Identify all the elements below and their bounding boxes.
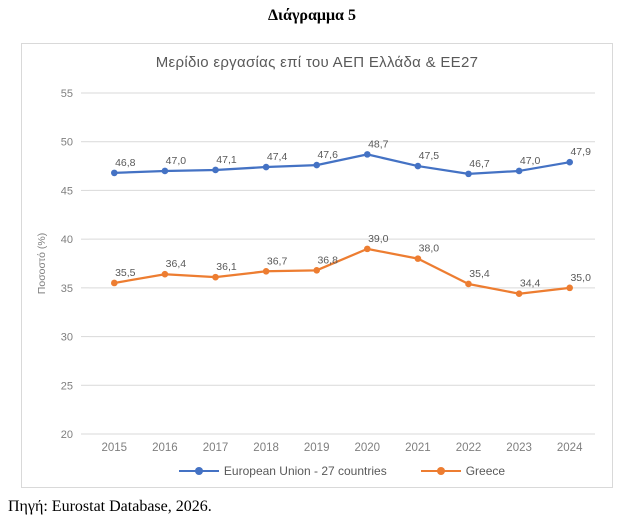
data-label: 35,5	[115, 267, 136, 279]
data-point	[161, 270, 169, 278]
line-chart: 20 25 30 35 40 45 50 55 2015 2016 2017 2018 2019 2020…	[36, 88, 595, 454]
data-label: 47,6	[317, 149, 338, 161]
data-label: 35,0	[570, 272, 591, 284]
x-tick-label: 2016	[152, 442, 178, 454]
data-point	[364, 245, 371, 253]
legend-label: Greece	[465, 464, 506, 478]
data-label: 47,4	[267, 151, 288, 163]
data-point	[515, 290, 523, 298]
chart-legend: European Union - 27 countries Greece	[72, 464, 612, 478]
data-label: 47,9	[570, 146, 591, 158]
x-tick-label: 2021	[405, 442, 431, 454]
x-tick-label: 2017	[203, 442, 229, 454]
data-point	[212, 166, 219, 174]
data-point	[465, 170, 472, 178]
y-tick-label: 45	[61, 185, 73, 197]
x-tick-label: 2020	[355, 442, 381, 454]
y-tick-label: 40	[61, 234, 73, 246]
data-label: 38,0	[419, 243, 440, 255]
legend-marker-icon	[178, 467, 219, 475]
data-point	[262, 267, 270, 275]
data-point	[515, 167, 523, 175]
x-tick-label: 2023	[506, 442, 532, 454]
y-axis-title: Ποσοστό (%)	[36, 233, 48, 294]
data-point	[262, 163, 270, 171]
data-label: 48,7	[368, 138, 389, 150]
series-greece: 35,5 36,4 36,1 36,7 36,8 39,0 38,0 35,4 34,4 35,0	[111, 233, 591, 298]
data-label: 47,1	[216, 154, 237, 166]
y-tick-label: 20	[61, 429, 73, 441]
data-point	[566, 158, 573, 166]
data-point	[465, 280, 472, 288]
data-label: 46,7	[469, 158, 490, 170]
data-point	[111, 279, 118, 287]
x-tick-label: 2018	[253, 442, 279, 454]
data-label: 36,1	[216, 261, 237, 273]
legend-marker-icon	[420, 467, 461, 475]
data-label: 35,4	[469, 268, 490, 280]
data-point	[161, 167, 169, 175]
legend-item-greece: Greece	[420, 464, 506, 478]
data-label: 36,4	[166, 258, 187, 270]
data-label: 36,7	[267, 255, 288, 267]
data-point	[212, 273, 219, 281]
data-label: 46,8	[115, 157, 136, 169]
data-point	[111, 169, 118, 177]
data-point	[313, 161, 321, 169]
y-tick-label: 50	[61, 137, 73, 149]
x-tick-label: 2022	[456, 442, 482, 454]
y-tick-label: 35	[61, 283, 73, 295]
data-label: 47,0	[520, 155, 541, 167]
x-tick-label: 2024	[557, 442, 583, 454]
legend-item-european-union-27-countries: European Union - 27 countries	[178, 464, 387, 478]
source-note: Πηγή: Eurostat Database, 2026.	[8, 498, 212, 515]
series-european-union-27-countries: 46,8 47,0 47,1 47,4 47,6 48,7 47,5 46,7 47,0 47,9	[111, 138, 591, 178]
chart-title: Μερίδιο εργασίας επί του ΑΕΠ Ελλάδα & ΕΕ…	[155, 54, 479, 71]
data-label: 39,0	[368, 233, 389, 245]
legend-label: European Union - 27 countries	[223, 464, 387, 478]
data-point	[364, 151, 371, 158]
x-tick-label: 2019	[304, 442, 330, 454]
chart-frame: Μερίδιο εργασίας επί του ΑΕΠ Ελλάδα & ΕΕ…	[21, 43, 613, 488]
data-label: 47,0	[166, 155, 187, 167]
data-point	[566, 284, 573, 292]
y-tick-label: 30	[61, 332, 73, 344]
data-label: 34,4	[520, 278, 541, 290]
y-tick-label: 55	[61, 88, 73, 100]
data-point	[313, 267, 321, 274]
data-point	[414, 162, 422, 170]
data-label: 47,5	[419, 150, 440, 162]
data-point	[414, 255, 422, 262]
data-label: 36,8	[317, 254, 338, 266]
y-tick-label: 25	[61, 380, 73, 392]
document-title: Διάγραμμα 5	[268, 7, 356, 24]
series-line	[113, 247, 571, 295]
x-tick-label: 2015	[102, 442, 128, 454]
series-line	[113, 153, 571, 175]
